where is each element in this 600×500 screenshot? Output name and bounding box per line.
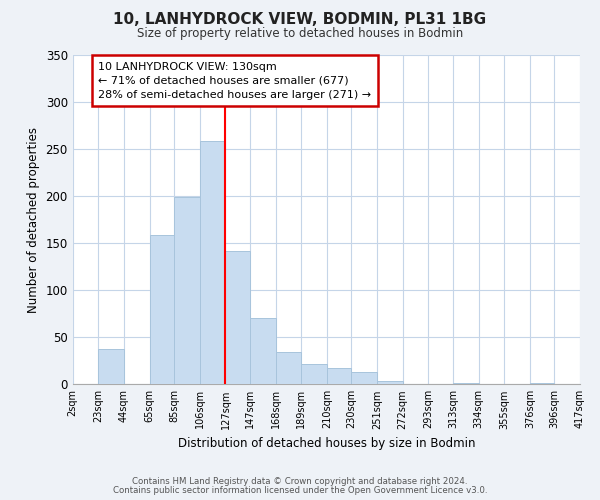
Text: Size of property relative to detached houses in Bodmin: Size of property relative to detached ho… [137,28,463,40]
Text: Contains HM Land Registry data © Crown copyright and database right 2024.: Contains HM Land Registry data © Crown c… [132,477,468,486]
X-axis label: Distribution of detached houses by size in Bodmin: Distribution of detached houses by size … [178,437,475,450]
Bar [301,364,327,384]
Bar [275,352,301,384]
Bar [226,250,250,384]
Bar [98,348,124,384]
Text: Contains public sector information licensed under the Open Government Licence v3: Contains public sector information licen… [113,486,487,495]
Bar [327,368,352,384]
Bar [250,318,275,384]
Text: 10, LANHYDROCK VIEW, BODMIN, PL31 1BG: 10, LANHYDROCK VIEW, BODMIN, PL31 1BG [113,12,487,28]
Text: 10 LANHYDROCK VIEW: 130sqm
← 71% of detached houses are smaller (677)
28% of sem: 10 LANHYDROCK VIEW: 130sqm ← 71% of deta… [98,62,371,100]
Bar [377,380,403,384]
Bar [352,372,377,384]
Bar [174,197,200,384]
Bar [200,140,226,384]
Y-axis label: Number of detached properties: Number of detached properties [27,126,40,312]
Bar [149,234,174,384]
